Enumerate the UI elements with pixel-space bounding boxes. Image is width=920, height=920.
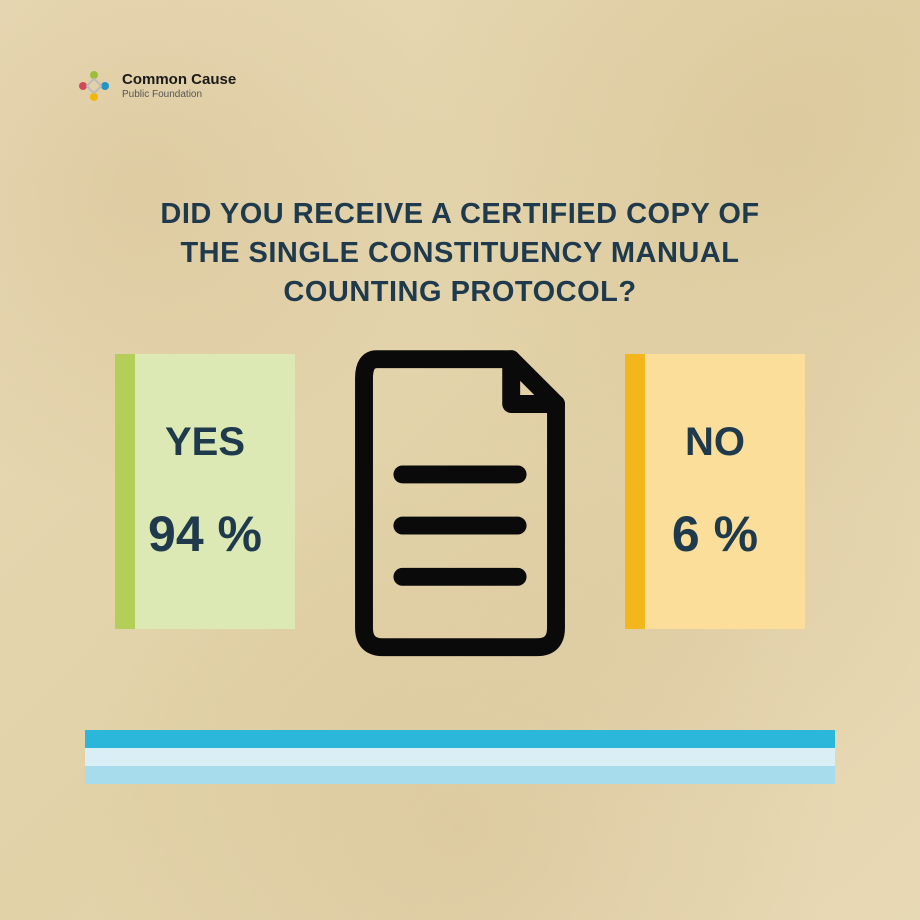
no-value: 6 % — [672, 505, 758, 563]
stripe-2 — [85, 748, 835, 766]
logo-icon — [76, 68, 112, 104]
no-label: NO — [685, 420, 745, 465]
decorative-stripes — [85, 730, 835, 780]
logo: Common Cause Public Foundation — [76, 68, 236, 104]
yes-card: YES 94 % — [115, 354, 295, 629]
document-icon — [330, 340, 590, 665]
no-card: NO 6 % — [625, 354, 805, 629]
stripe-3 — [85, 766, 835, 784]
yes-value: 94 % — [148, 505, 262, 563]
question-text: DID YOU RECEIVE A CERTIFIED COPY OF THE … — [0, 195, 920, 312]
stripe-1 — [85, 730, 835, 748]
logo-name: Common Cause — [122, 72, 236, 89]
yes-label: YES — [165, 420, 245, 465]
logo-subtitle: Public Foundation — [122, 89, 236, 100]
